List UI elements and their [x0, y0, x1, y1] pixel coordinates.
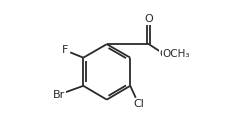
Text: OCH₃: OCH₃ — [162, 49, 189, 59]
Text: Cl: Cl — [133, 99, 143, 109]
Text: O: O — [144, 14, 153, 24]
Text: O: O — [159, 49, 168, 59]
Text: Br: Br — [53, 90, 65, 99]
Text: F: F — [62, 45, 68, 55]
